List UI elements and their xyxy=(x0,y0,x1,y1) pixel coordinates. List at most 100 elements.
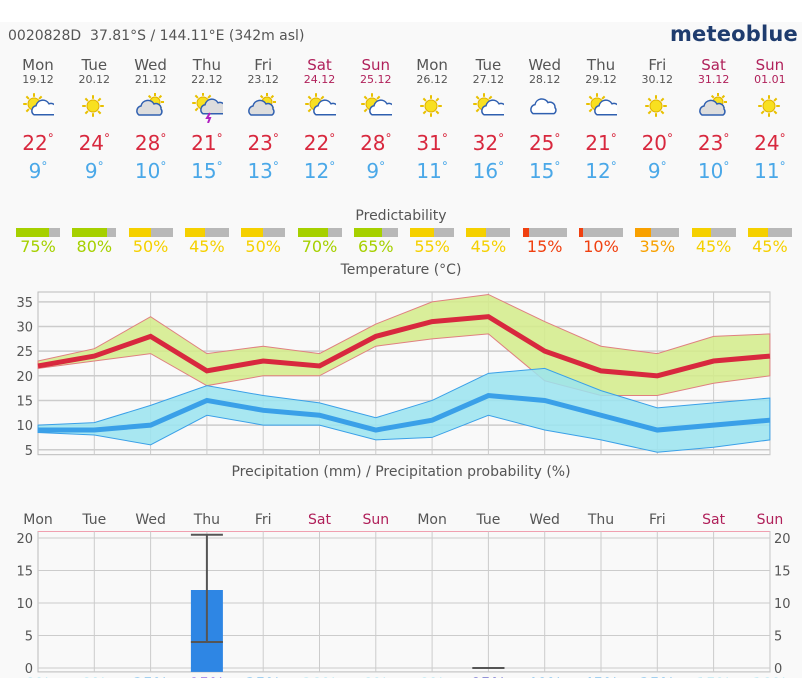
temperature-chart: 5 10 15 20 25 30 35 xyxy=(16,291,771,459)
meteoblue-logo[interactable]: meteoblue xyxy=(669,22,798,46)
day-date: 26.12 xyxy=(416,73,448,86)
day-name: Wed xyxy=(134,56,167,74)
cloud-sun-icon xyxy=(686,93,742,125)
min-temp-range xyxy=(37,367,771,453)
x-day-label: Sat xyxy=(702,512,725,528)
predictability-bar xyxy=(691,228,736,237)
sun-cloud-icon xyxy=(292,93,348,125)
min-temp: 15° xyxy=(528,159,561,183)
day-name: Sun xyxy=(755,56,785,74)
predictability-value: 50% xyxy=(132,237,169,256)
day-column: Sun 25.12 28° 9° xyxy=(348,56,404,183)
min-temp: 12° xyxy=(303,159,336,183)
x-day-label: Fri xyxy=(255,512,272,528)
day-date: 29.12 xyxy=(585,73,617,86)
precip-probability: 0% xyxy=(363,674,388,678)
day-name: Thu xyxy=(192,56,221,74)
min-temp: 11° xyxy=(416,159,448,183)
predictability-bar xyxy=(353,228,398,237)
max-temp: 31° xyxy=(416,131,448,155)
precipitation-chart: Mon Tue Wed Thu Fri Sat Sun Mon Tue Wed Thu Fri Sat S… xyxy=(16,512,791,678)
day-column: Wed 21.12 28° 10° xyxy=(123,56,179,183)
x-day-label: Sun xyxy=(362,512,389,528)
day-name: Tue xyxy=(475,56,502,74)
max-temp: 24° xyxy=(754,131,786,155)
min-temp: 13° xyxy=(247,159,279,183)
y-tick-label: 25 xyxy=(16,345,33,360)
day-date: 23.12 xyxy=(247,73,279,86)
y-tick-label: 35 xyxy=(16,296,33,311)
max-temp: 20° xyxy=(641,131,674,155)
temperature-title: Temperature (°C) xyxy=(340,262,462,278)
max-temp: 21° xyxy=(191,131,223,155)
day-date: 22.12 xyxy=(191,73,223,86)
predictability-value: 50% xyxy=(245,237,281,256)
predictability-value: 45% xyxy=(470,237,507,256)
sun-icon xyxy=(66,93,122,125)
predictability-bar xyxy=(579,228,623,237)
y-tick-label: 10 xyxy=(16,419,33,434)
min-temp: 16° xyxy=(472,159,505,183)
precipitation-title: Precipitation (mm) / Precipitation proba… xyxy=(231,464,571,480)
precip-probability: 15% xyxy=(696,674,732,678)
y-tick-right: 10 xyxy=(774,597,791,612)
day-name: Sun xyxy=(361,56,391,74)
predictability-value: 45% xyxy=(189,237,225,256)
cloud-sun-icon xyxy=(123,93,179,125)
sun-thunder-icon xyxy=(179,92,235,125)
day-name: Thu xyxy=(586,56,616,74)
precip-probability: 40% xyxy=(527,674,563,678)
x-day-label: Wed xyxy=(135,512,166,528)
day-column: Mon 26.12 31° 11° xyxy=(404,56,460,183)
x-day-label: Tue xyxy=(81,512,106,528)
plot-area xyxy=(37,531,771,673)
location-header: 0020828D 37.81°S / 144.11°E (342m asl) xyxy=(8,28,304,44)
predictability-value: 70% xyxy=(301,237,338,256)
y-tick-left: 15 xyxy=(16,565,33,580)
y-tick-right: 5 xyxy=(774,630,782,645)
max-temp: 25° xyxy=(528,131,561,155)
max-temp: 23° xyxy=(697,131,730,155)
x-day-label: Sun xyxy=(757,512,784,528)
day-column: Sat 31.12 23° 10° xyxy=(686,56,742,183)
day-name: Wed xyxy=(528,56,562,74)
cloud-icon xyxy=(517,93,573,125)
max-temp: 22° xyxy=(22,131,54,155)
predictability-value: 45% xyxy=(695,237,732,256)
precip-probability: 20% xyxy=(302,674,338,678)
day-column: Fri 23.12 23° 13° xyxy=(235,56,291,183)
predictability-bar xyxy=(635,228,680,237)
meteogram: 0020828D 37.81°S / 144.11°E (342m asl) m… xyxy=(0,22,802,678)
y-tick-left: 20 xyxy=(16,532,33,547)
max-temp: 23° xyxy=(247,131,279,155)
min-temp: 15° xyxy=(191,159,223,183)
day-column: Tue 27.12 32° 16° xyxy=(460,56,516,183)
x-day-label: Thu xyxy=(193,512,220,528)
precip-probability: 45% xyxy=(583,674,619,678)
sun-cloud-icon xyxy=(460,93,516,125)
day-column: Tue 20.12 24° 9° xyxy=(66,56,122,183)
min-temp: 9° xyxy=(28,159,48,183)
day-name: Mon xyxy=(416,56,448,74)
day-name: Fri xyxy=(254,56,273,74)
predictability-value: 80% xyxy=(76,237,113,256)
y-tick-label: 15 xyxy=(16,394,33,409)
x-day-label: Sat xyxy=(308,512,331,528)
station-id: 0020828D xyxy=(8,28,82,44)
cloud-sun-icon xyxy=(235,93,291,125)
predictability-value: 65% xyxy=(358,237,394,256)
precip-probability: 0% xyxy=(82,674,107,678)
sun-icon xyxy=(742,93,798,125)
y-tick-left: 0 xyxy=(25,662,33,677)
x-day-label: Fri xyxy=(649,512,666,528)
x-day-label: Wed xyxy=(529,512,560,528)
precip-probability: 35% xyxy=(133,674,169,678)
day-date: 01.01 xyxy=(754,73,786,86)
y-tick-right: 20 xyxy=(774,532,791,547)
precip-probability: 0% xyxy=(419,674,444,678)
predictability-value: 15% xyxy=(526,237,563,256)
min-temp: 10° xyxy=(697,159,730,183)
precip-probability: 10% xyxy=(752,674,788,678)
sun-cloud-icon xyxy=(348,93,404,125)
predictability-value: 35% xyxy=(639,237,676,256)
